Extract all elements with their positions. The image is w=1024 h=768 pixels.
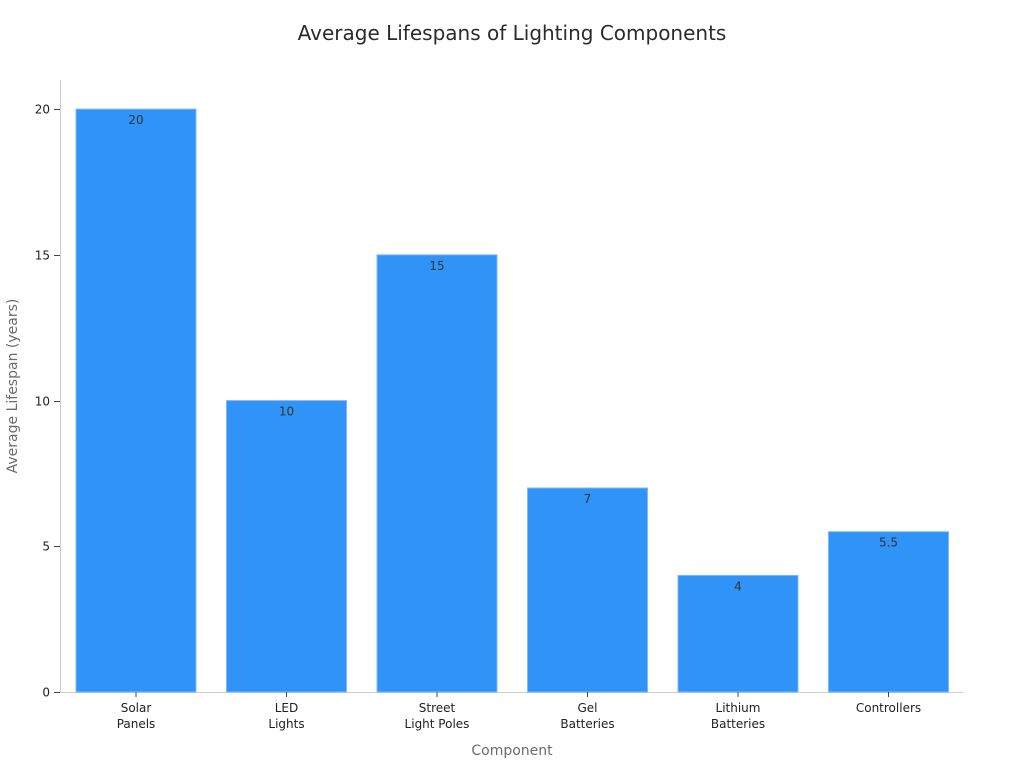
y-tick-label: 10 xyxy=(35,395,50,409)
data-label: 7 xyxy=(584,492,592,506)
x-tick-label-line: Solar xyxy=(121,701,152,715)
x-tick-label-line: Controllers xyxy=(856,701,921,715)
x-ticks: Solar Panels LED Lights Street Light Poles Gel… xyxy=(117,692,921,731)
x-tick-label-line: Gel xyxy=(577,701,597,715)
data-label: 5.5 xyxy=(879,536,898,550)
x-tick-label: Street Light Poles xyxy=(405,701,470,731)
y-tick-label: 5 xyxy=(42,540,50,554)
x-tick-label-line: Lights xyxy=(268,717,304,731)
y-ticks: 0 5 10 15 20 xyxy=(35,103,60,700)
x-tick-label-line: Light Poles xyxy=(405,717,470,731)
bar xyxy=(75,108,197,693)
y-axis-title: Average Lifespan (years) xyxy=(5,299,21,474)
bar xyxy=(527,487,648,693)
x-tick-label: Lithium Batteries xyxy=(711,701,765,731)
x-tick-label-line: Lithium xyxy=(716,701,761,715)
bar xyxy=(226,400,347,693)
data-labels: 20 10 15 7 4 5.5 xyxy=(128,113,898,593)
x-tick-label: LED Lights xyxy=(268,701,304,731)
y-tick-label: 20 xyxy=(35,103,50,117)
data-label: 4 xyxy=(734,579,742,593)
data-label: 10 xyxy=(279,405,294,419)
data-label: 15 xyxy=(429,259,444,273)
data-label: 20 xyxy=(128,113,143,127)
x-tick-label-line: Street xyxy=(419,701,456,715)
x-axis-title: Component xyxy=(471,743,553,759)
x-tick-label: Gel Batteries xyxy=(560,701,614,731)
bar xyxy=(828,531,949,693)
y-tick-label: 15 xyxy=(35,249,50,263)
x-tick-label-line: Batteries xyxy=(560,717,614,731)
x-tick-label-line: LED xyxy=(275,701,299,715)
x-tick-label: Solar Panels xyxy=(117,701,156,731)
y-tick-label: 0 xyxy=(42,686,50,700)
x-tick-label-line: Batteries xyxy=(711,717,765,731)
x-tick-label-line: Panels xyxy=(117,717,156,731)
bars xyxy=(75,108,949,693)
x-tick-label: Controllers xyxy=(856,701,921,715)
bar xyxy=(376,254,498,693)
chart-title: Average Lifespans of Lighting Components xyxy=(298,21,727,45)
